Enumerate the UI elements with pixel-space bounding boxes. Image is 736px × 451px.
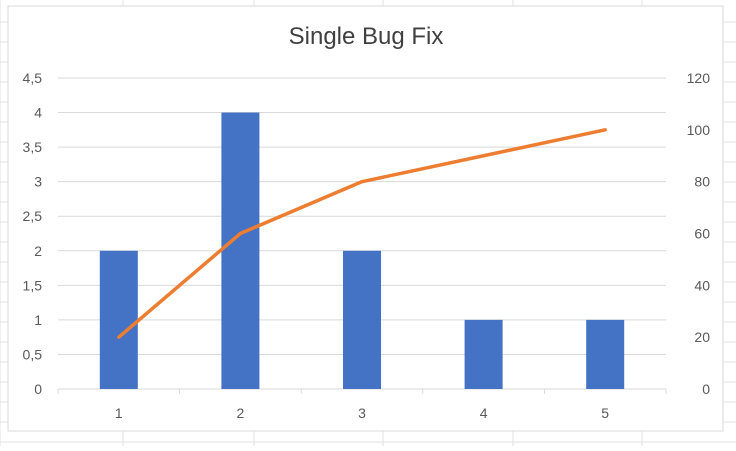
- y-left-tick-label: 2,5: [23, 208, 43, 224]
- y-right-tick-label: 40: [694, 277, 710, 293]
- y-left-tick-label: 1: [34, 312, 42, 328]
- y-right-tick-label: 80: [694, 174, 710, 190]
- y-left-tick-label: 4,5: [23, 70, 43, 86]
- y-left-tick-label: 3: [34, 174, 42, 190]
- x-tick-label: 2: [237, 405, 245, 421]
- y-right-tick-label: 60: [694, 226, 710, 242]
- bar: [465, 320, 503, 389]
- y-left-tick-label: 0,5: [23, 346, 43, 362]
- x-tick-label: 3: [358, 405, 366, 421]
- bar: [221, 113, 259, 389]
- bar: [586, 320, 624, 389]
- y-right-tick-label: 20: [694, 329, 710, 345]
- y-left-tick-label: 4: [34, 105, 42, 121]
- chart-title: Single Bug Fix: [289, 23, 444, 50]
- y-left-tick-label: 1,5: [23, 277, 43, 293]
- x-tick-label: 5: [601, 405, 609, 421]
- y-left-tick-label: 0: [34, 381, 42, 397]
- x-tick-label: 4: [480, 405, 488, 421]
- bar: [100, 251, 138, 389]
- y-right-tick-label: 100: [687, 122, 711, 138]
- y-right-tick-label: 120: [687, 70, 711, 86]
- x-tick-label: 1: [115, 405, 123, 421]
- y-right-tick-label: 0: [702, 381, 710, 397]
- y-left-tick-label: 2: [34, 243, 42, 259]
- y-left-tick-label: 3,5: [23, 139, 43, 155]
- bar: [343, 251, 381, 389]
